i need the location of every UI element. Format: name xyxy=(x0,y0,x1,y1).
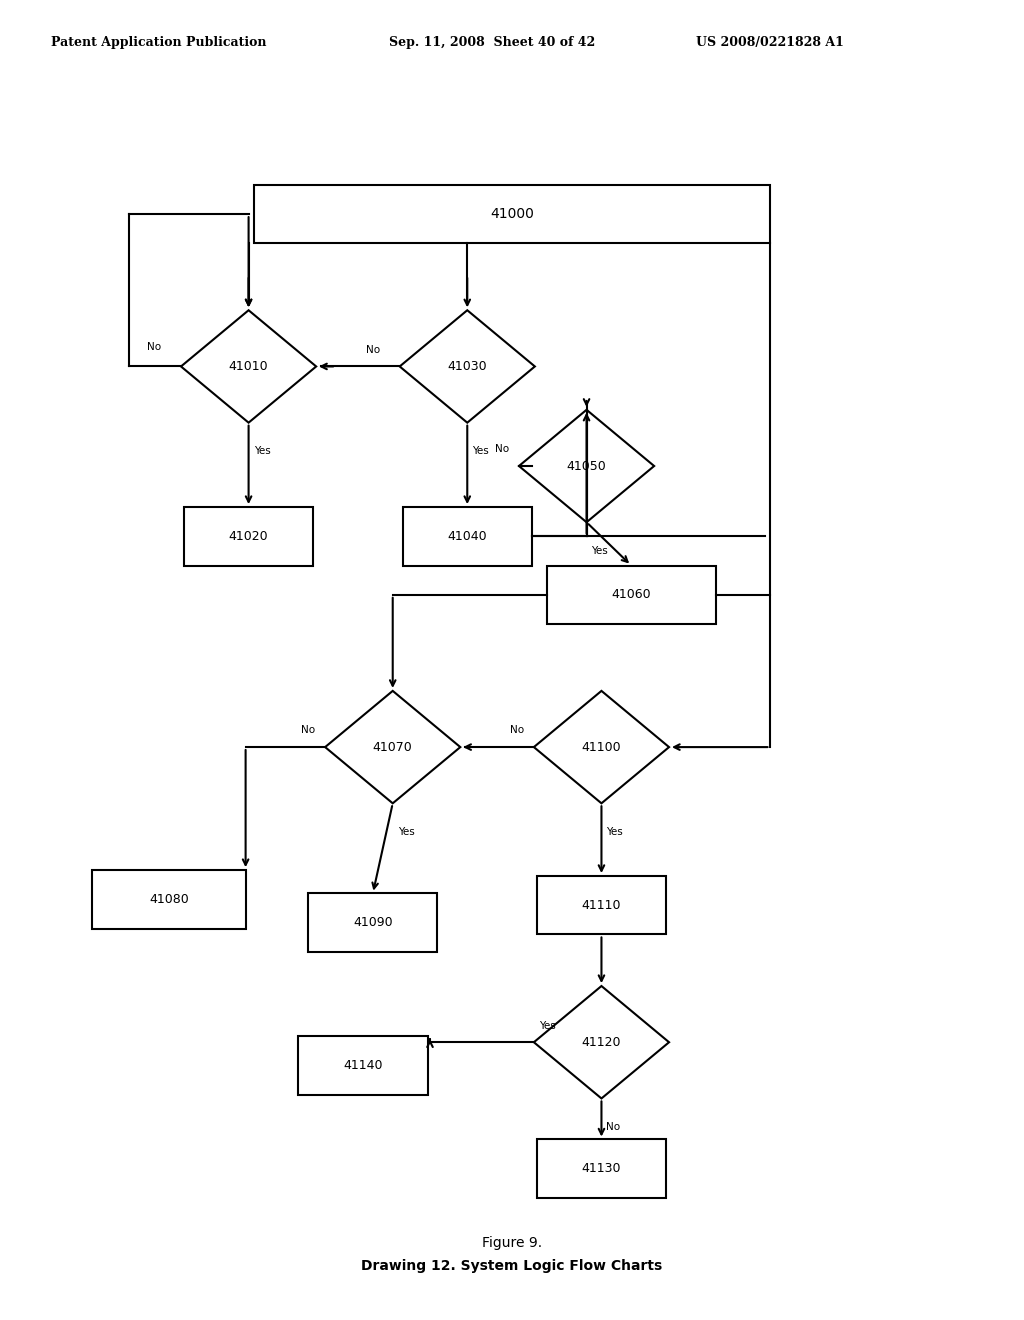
Text: 41080: 41080 xyxy=(150,892,189,906)
Polygon shape xyxy=(534,986,669,1098)
Text: 41020: 41020 xyxy=(228,529,268,543)
Polygon shape xyxy=(399,310,535,422)
Text: No: No xyxy=(510,726,524,735)
Text: 41010: 41010 xyxy=(228,360,268,374)
Text: No: No xyxy=(606,1122,621,1131)
FancyBboxPatch shape xyxy=(537,876,666,935)
Text: No: No xyxy=(147,342,161,352)
Text: 41100: 41100 xyxy=(582,741,622,754)
FancyBboxPatch shape xyxy=(298,1036,427,1096)
Text: 41060: 41060 xyxy=(611,589,651,602)
Text: 41110: 41110 xyxy=(582,899,622,912)
Text: 41040: 41040 xyxy=(447,529,487,543)
Text: 41130: 41130 xyxy=(582,1162,622,1175)
Text: Sep. 11, 2008  Sheet 40 of 42: Sep. 11, 2008 Sheet 40 of 42 xyxy=(389,36,595,49)
Text: Figure 9.: Figure 9. xyxy=(482,1237,542,1250)
Text: No: No xyxy=(495,445,509,454)
Text: Yes: Yes xyxy=(539,1020,556,1031)
Text: Yes: Yes xyxy=(606,826,624,837)
FancyBboxPatch shape xyxy=(184,507,313,565)
Polygon shape xyxy=(534,690,669,804)
Text: Yes: Yes xyxy=(397,826,415,837)
Text: No: No xyxy=(301,726,315,735)
Text: 41140: 41140 xyxy=(343,1059,383,1072)
Text: 41030: 41030 xyxy=(447,360,487,374)
FancyBboxPatch shape xyxy=(547,565,716,624)
Text: 41000: 41000 xyxy=(490,207,534,222)
Text: US 2008/0221828 A1: US 2008/0221828 A1 xyxy=(696,36,844,49)
Text: 41070: 41070 xyxy=(373,741,413,754)
Text: 41120: 41120 xyxy=(582,1036,622,1048)
Text: Yes: Yes xyxy=(592,545,608,556)
FancyBboxPatch shape xyxy=(254,185,770,243)
Text: Patent Application Publication: Patent Application Publication xyxy=(51,36,266,49)
FancyBboxPatch shape xyxy=(402,507,531,565)
Polygon shape xyxy=(326,690,461,804)
FancyBboxPatch shape xyxy=(308,894,437,952)
Text: Drawing 12. System Logic Flow Charts: Drawing 12. System Logic Flow Charts xyxy=(361,1259,663,1272)
FancyBboxPatch shape xyxy=(92,870,246,929)
FancyBboxPatch shape xyxy=(537,1139,666,1199)
Text: No: No xyxy=(366,345,380,355)
Polygon shape xyxy=(181,310,316,422)
Text: Yes: Yes xyxy=(472,446,489,457)
Polygon shape xyxy=(519,409,654,523)
Text: 41050: 41050 xyxy=(566,459,606,473)
Text: 41090: 41090 xyxy=(353,916,392,929)
Text: Yes: Yes xyxy=(254,446,270,457)
